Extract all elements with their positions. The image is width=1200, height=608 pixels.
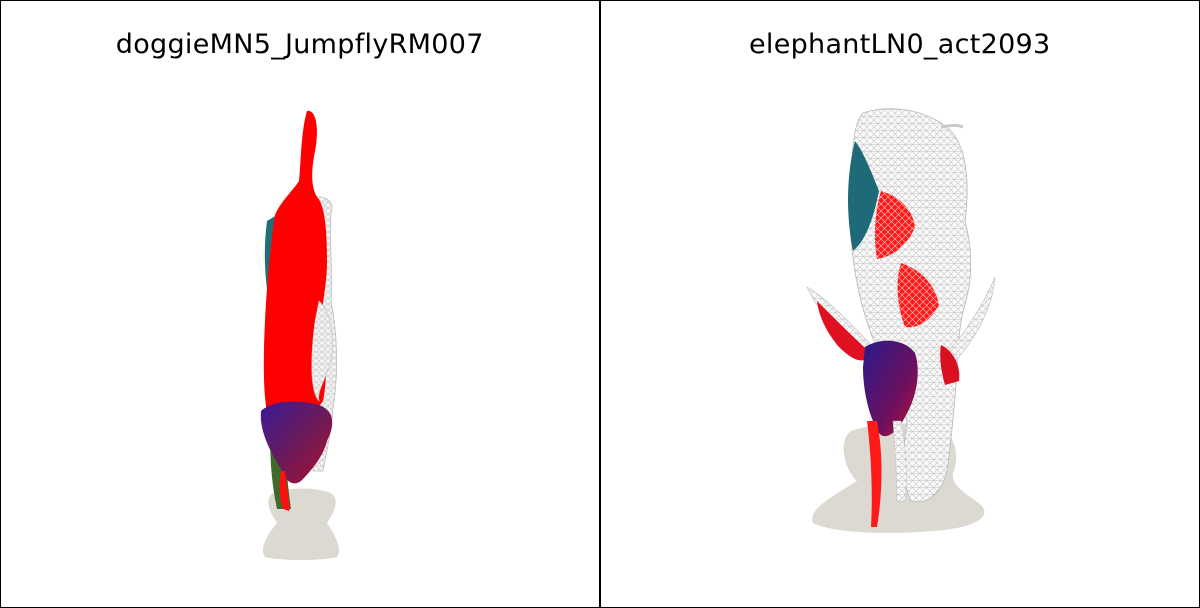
- red-body: [263, 110, 327, 432]
- red-patch-mid: [897, 263, 939, 328]
- trunk: [866, 421, 881, 527]
- elephant-mesh-render: [805, 108, 995, 533]
- tail-top: [940, 124, 964, 129]
- red-tusk: [816, 301, 871, 361]
- panel-elephant: elephantLN0_act2093: [601, 1, 1200, 607]
- panel-title: elephantLN0_act2093: [748, 29, 1051, 60]
- red-leg: [939, 345, 959, 385]
- panel-title: doggieMN5_JumpflyRM007: [115, 29, 484, 60]
- panel-doggie: doggieMN5_JumpflyRM007: [1, 1, 601, 607]
- trunk-wire: [892, 420, 906, 502]
- doggie-mesh-render: [260, 110, 340, 560]
- red-patch-upper: [874, 191, 915, 259]
- snout-red: [279, 471, 290, 511]
- ground-shadow: [262, 488, 340, 560]
- dog-head: [260, 401, 333, 484]
- wire-patch: [311, 300, 333, 402]
- teal-patch: [847, 141, 879, 251]
- elephant-head: [862, 340, 918, 437]
